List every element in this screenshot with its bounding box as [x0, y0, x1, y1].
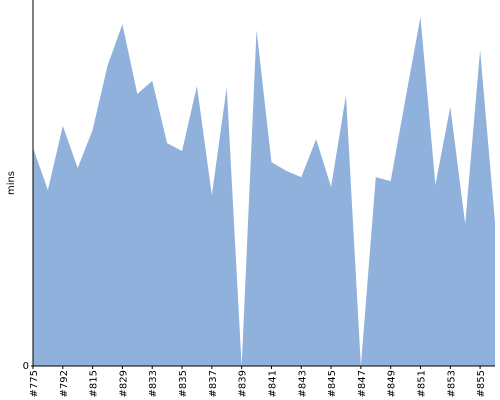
x-tick-label: #855	[476, 370, 487, 397]
x-tick-label: #845	[327, 370, 338, 397]
x-tick-label: #829	[118, 370, 129, 397]
x-tick-label: #847	[357, 370, 368, 397]
x-tick-label: #841	[267, 370, 278, 397]
area	[33, 16, 495, 367]
y-axis-label: mins	[6, 171, 17, 195]
x-tick-label: #792	[59, 370, 70, 397]
x-tick-label: #853	[446, 370, 457, 397]
x-tick-label: #775	[29, 370, 40, 397]
x-tick-label: #833	[148, 370, 159, 397]
x-tick-label: #837	[208, 370, 219, 397]
x-tick-label: #843	[297, 370, 308, 397]
x-tick-label: #839	[238, 370, 249, 397]
x-tick-label: #835	[178, 370, 189, 397]
y-tick-label: 0	[23, 361, 29, 372]
x-tick-label: #851	[416, 370, 427, 397]
x-tick-label: #815	[89, 370, 100, 397]
x-tick-label: #849	[387, 370, 398, 397]
